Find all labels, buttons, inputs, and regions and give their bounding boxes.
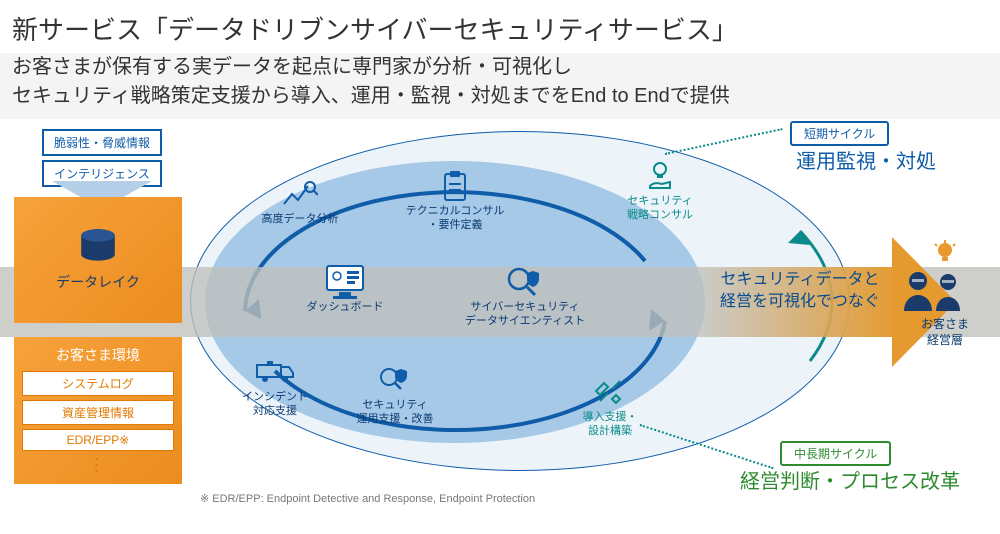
env-item-edr: EDR/EPP※	[22, 429, 174, 451]
node-ops: セキュリティ 運用支援・改善	[340, 363, 450, 427]
datalake-label: データレイク	[56, 272, 140, 292]
node-analysis: 高度データ分析	[245, 177, 355, 227]
node-scientist-label: サイバーセキュリティ データサイエンティスト	[465, 301, 585, 329]
magnify-shield-icon	[505, 265, 545, 299]
customer-block: お客さま 経営層	[898, 239, 992, 348]
badge-vulnerability: 脆弱性・脅威情報	[42, 129, 162, 156]
long-cycle-label: 経営判断・プロセス改革	[740, 465, 960, 494]
analysis-icon	[282, 177, 318, 211]
customer-env-box: お客さま環境 システムログ 資産管理情報 EDR/EPP※ ⋮	[14, 337, 182, 484]
node-consult: テクニカルコンサル ・要件定義	[400, 169, 510, 233]
long-cycle-badge: 中長期サイクル	[780, 441, 891, 466]
node-ops-label: セキュリティ 運用支援・改善	[357, 399, 434, 427]
customer-label: お客さま 経営層	[898, 317, 992, 348]
clipboard-icon	[442, 169, 468, 203]
lightbulb-icon	[930, 239, 960, 269]
node-strategy: セキュリティ 戦略コンサル	[605, 159, 715, 223]
footnote: ※ EDR/EPP: Endpoint Detective and Respon…	[200, 492, 535, 505]
node-dashboard-label: ダッシュボード	[307, 301, 384, 315]
env-more-icon: ⋮	[22, 455, 174, 476]
node-incident: インシデント 対応支援	[220, 355, 330, 419]
node-strategy-label: セキュリティ 戦略コンサル	[627, 195, 693, 223]
search-shield-icon	[377, 363, 413, 397]
tools-icon	[594, 375, 626, 409]
short-cycle-badge: 短期サイクル	[790, 121, 889, 146]
dashboard-icon	[323, 265, 367, 299]
node-consult-label: テクニカルコンサル ・要件定義	[406, 205, 505, 233]
node-deploy-label: 導入支援・ 設計構築	[583, 411, 638, 439]
node-analysis-label: 高度データ分析	[262, 213, 339, 227]
node-scientist: サイバーセキュリティ データサイエンティスト	[450, 265, 600, 329]
env-item-syslog: システムログ	[22, 371, 174, 396]
node-incident-label: インシデント 対応支援	[242, 391, 308, 419]
datalake-box: データレイク	[14, 197, 182, 323]
page-title: 新サービス「データドリブンサイバーセキュリティサービス」	[0, 0, 1000, 53]
env-item-asset: 資産管理情報	[22, 400, 174, 425]
diagram: セキュリティデータと 経営を可視化でつなぐ 脆弱性・脅威情報 インテリジェンス …	[0, 119, 1000, 509]
van-icon	[255, 355, 295, 389]
lightbulb-hand-icon	[644, 159, 676, 193]
customer-env-title: お客さま環境	[22, 345, 174, 365]
people-icon	[898, 269, 968, 313]
short-cycle-label: 運用監視・対処	[796, 145, 936, 174]
node-dashboard: ダッシュボード	[280, 265, 410, 315]
database-icon	[77, 228, 119, 266]
center-arrow-text: セキュリティデータと 経営を可視化でつなぐ	[700, 269, 900, 314]
page-subtitle: お客さまが保有する実データを起点に専門家が分析・可視化しセキュリティ戦略策定支援…	[0, 53, 1000, 119]
